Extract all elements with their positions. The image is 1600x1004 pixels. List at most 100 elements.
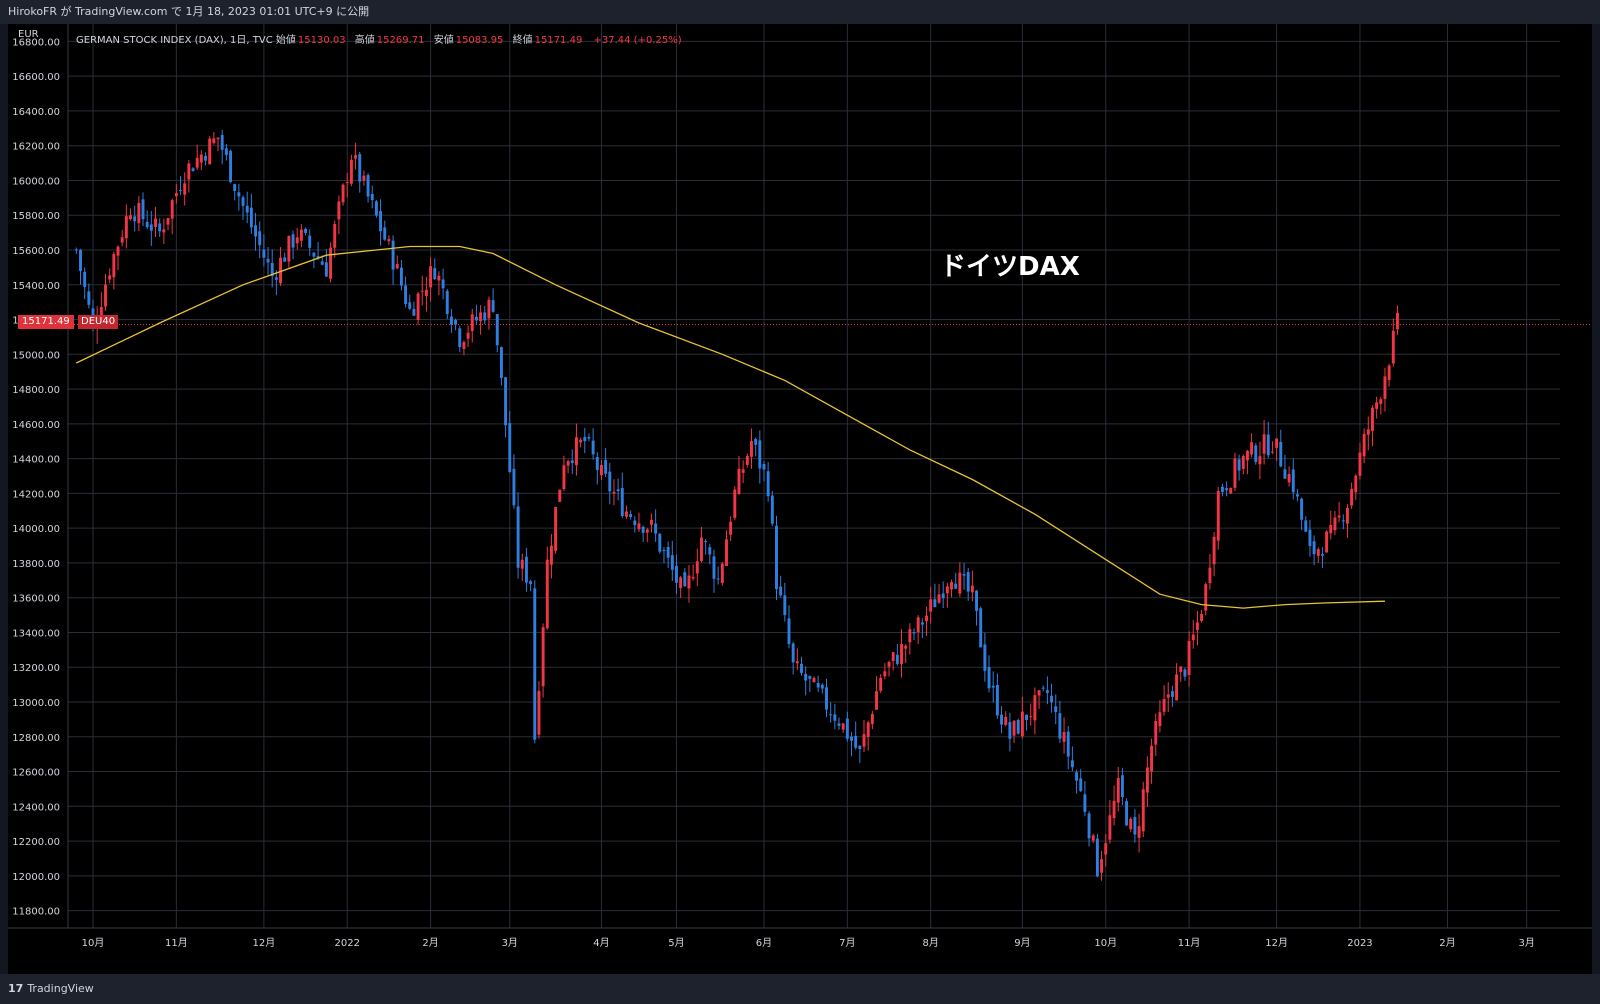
- candle-body: [120, 237, 124, 243]
- candle-body: [1287, 474, 1291, 483]
- candle-body: [687, 575, 691, 589]
- chart-area[interactable]: 11800.00 12000.00 12200.00 12400.00 12600.00…: [8, 24, 1592, 974]
- candle-body: [741, 469, 745, 473]
- candle-body: [412, 308, 416, 316]
- candle-body: [987, 666, 991, 689]
- candle-body: [1291, 469, 1295, 493]
- candle-body: [174, 193, 178, 197]
- chart-annotation: ドイツDAX: [940, 252, 1080, 282]
- candle-body: [499, 347, 503, 378]
- candle-body: [249, 207, 253, 228]
- candle-body: [162, 229, 166, 233]
- candle-body: [1050, 695, 1054, 703]
- candle-body: [966, 572, 970, 592]
- candle-body: [1300, 498, 1304, 520]
- x-tick-label: 2月: [422, 937, 438, 949]
- y-tick-label: 14800.00: [12, 385, 60, 396]
- chart-background: [8, 24, 1592, 974]
- candle-body: [524, 556, 528, 583]
- candle-body: [1279, 441, 1283, 467]
- candle-body: [1041, 687, 1045, 689]
- tradingview-brand[interactable]: 17 TradingView: [8, 982, 94, 995]
- x-tick-label: 10月: [82, 937, 105, 949]
- candle-body: [733, 489, 737, 518]
- candle-body: [695, 561, 699, 574]
- candle-body: [429, 266, 433, 288]
- candle-body: [599, 465, 603, 476]
- candle-body: [1175, 674, 1179, 701]
- candle-body: [466, 332, 470, 339]
- candle-body: [1062, 732, 1066, 742]
- footer-bar: 17 TradingView: [0, 974, 1600, 1004]
- candle-body: [295, 237, 299, 244]
- candle-body: [383, 227, 387, 240]
- candle-body: [791, 643, 795, 663]
- candle-body: [804, 673, 808, 681]
- candle-body: [1333, 517, 1337, 531]
- candle-body: [274, 277, 278, 280]
- candle-body: [512, 468, 516, 506]
- candle-body: [1020, 711, 1024, 737]
- candle-body: [508, 423, 512, 472]
- candle-body: [1396, 312, 1399, 330]
- x-tick-label: 6月: [756, 937, 772, 949]
- candle-body: [1258, 456, 1262, 465]
- candle-body: [1054, 706, 1058, 713]
- candle-body: [349, 159, 353, 184]
- candle-body: [1129, 818, 1133, 830]
- x-tick-label: 2022: [335, 938, 360, 949]
- candle-body: [441, 279, 445, 289]
- candle-body: [720, 563, 724, 583]
- candle-body: [1150, 745, 1154, 772]
- candle-body: [604, 459, 608, 474]
- candle-body: [779, 586, 783, 596]
- candle-body: [775, 525, 778, 590]
- candle-body: [983, 644, 987, 671]
- candle-body: [516, 506, 520, 568]
- candle-body: [991, 685, 995, 688]
- candle-body: [833, 714, 837, 721]
- candle-body: [1320, 554, 1324, 556]
- candle-body: [266, 258, 270, 263]
- candle-body: [583, 437, 587, 442]
- candle-body: [241, 197, 245, 206]
- x-tick-label: 4月: [593, 937, 609, 949]
- x-tick-label: 3月: [1518, 937, 1534, 949]
- candle-body: [916, 617, 920, 633]
- y-tick-label: 16200.00: [12, 142, 60, 153]
- candle-body: [270, 263, 274, 277]
- candle-body: [933, 599, 937, 608]
- x-tick-label: 7月: [839, 937, 855, 949]
- x-tick-label: 12月: [1265, 937, 1288, 949]
- candle-body: [745, 455, 749, 465]
- candle-body: [1345, 507, 1349, 524]
- candle-body: [866, 722, 870, 738]
- open-value: 15130.03: [297, 35, 346, 46]
- candle-body: [220, 135, 224, 150]
- candle-body: [900, 644, 903, 664]
- x-tick-label: 11月: [1178, 937, 1201, 949]
- candle-body: [1241, 456, 1245, 469]
- candle-body: [83, 271, 87, 287]
- candle-body: [195, 157, 199, 168]
- candle-body: [504, 377, 508, 426]
- candle-body: [224, 148, 228, 155]
- currency-unit: EUR: [18, 29, 39, 40]
- low-label: 安値: [433, 35, 454, 46]
- candle-body: [495, 314, 499, 346]
- candle-body: [962, 574, 966, 576]
- candle-body: [795, 661, 799, 664]
- candle-body: [975, 590, 978, 611]
- candle-body: [358, 154, 362, 182]
- candle-body: [958, 572, 962, 594]
- y-tick-label: 15800.00: [12, 211, 60, 222]
- candle-body: [1204, 584, 1208, 611]
- low-value: 15083.95: [455, 35, 504, 46]
- candle-body: [1375, 402, 1379, 409]
- candle-body: [1075, 772, 1079, 781]
- candle-body: [787, 618, 791, 644]
- candle-body: [929, 599, 933, 612]
- candle-body: [541, 627, 545, 687]
- y-tick-label: 14000.00: [12, 524, 60, 535]
- y-tick-label: 12800.00: [12, 733, 60, 744]
